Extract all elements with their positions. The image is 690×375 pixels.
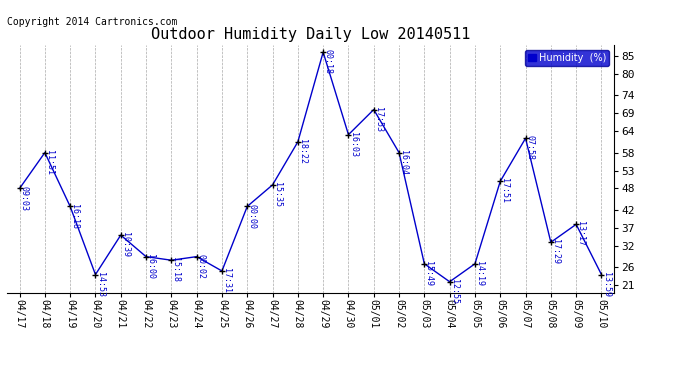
Text: 14:53: 14:53 — [95, 272, 104, 297]
Text: 16:18: 16:18 — [70, 204, 79, 228]
Text: Copyright 2014 Cartronics.com: Copyright 2014 Cartronics.com — [7, 17, 177, 27]
Text: 10:39: 10:39 — [121, 232, 130, 257]
Text: 15:49: 15:49 — [424, 261, 433, 286]
Text: 00:00: 00:00 — [247, 204, 256, 228]
Text: 09:03: 09:03 — [19, 186, 28, 211]
Text: 00:18: 00:18 — [323, 49, 332, 74]
Text: 00:02: 00:02 — [197, 254, 206, 279]
Text: 15:18: 15:18 — [171, 257, 180, 282]
Text: 11:51: 11:51 — [45, 150, 54, 175]
Text: 17:53: 17:53 — [374, 107, 383, 132]
Text: 13:59: 13:59 — [602, 272, 611, 297]
Legend: Humidity  (%): Humidity (%) — [525, 50, 609, 66]
Text: 07:58: 07:58 — [526, 135, 535, 160]
Text: 13:17: 13:17 — [576, 222, 585, 246]
Title: Outdoor Humidity Daily Low 20140511: Outdoor Humidity Daily Low 20140511 — [151, 27, 470, 42]
Text: 14:19: 14:19 — [475, 261, 484, 286]
Text: 17:29: 17:29 — [551, 239, 560, 264]
Text: 16:04: 16:04 — [399, 150, 408, 175]
Text: 16:03: 16:03 — [348, 132, 357, 157]
Text: 18:22: 18:22 — [298, 139, 307, 164]
Text: 17:31: 17:31 — [222, 268, 231, 293]
Text: 17:51: 17:51 — [500, 178, 509, 203]
Text: 16:00: 16:00 — [146, 254, 155, 279]
Text: 12:55: 12:55 — [450, 279, 459, 304]
Text: 15:35: 15:35 — [273, 182, 282, 207]
